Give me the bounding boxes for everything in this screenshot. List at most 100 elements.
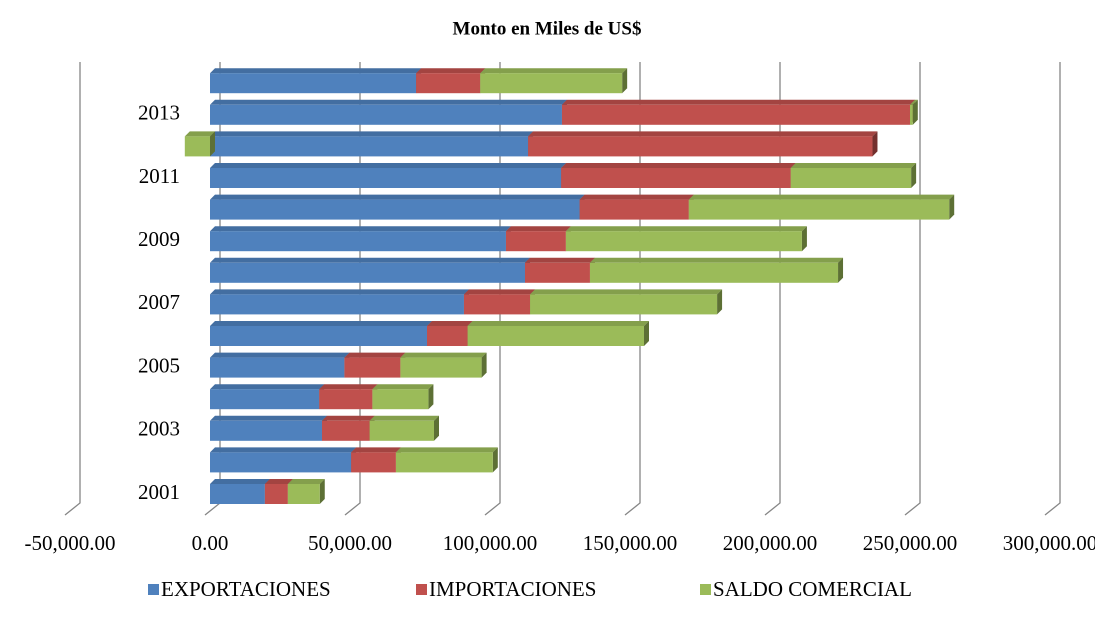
bar-top: [210, 226, 511, 232]
bar-top: [480, 68, 628, 74]
bar: [210, 199, 580, 220]
bar-top: [210, 99, 567, 105]
bar-top: [319, 384, 378, 390]
bar-top: [210, 163, 567, 168]
grid-line: [624, 62, 641, 516]
bar: [463, 294, 531, 315]
bar-top: [264, 479, 293, 484]
bar-top: [530, 289, 723, 295]
grid-line: [1044, 62, 1061, 516]
bar: [530, 294, 718, 315]
legend-label: IMPORTACIONES: [429, 577, 596, 601]
bar: [210, 420, 322, 441]
bar-side: [912, 99, 918, 125]
bar: [910, 104, 913, 125]
bar-top: [427, 321, 473, 326]
bar-top: [395, 447, 498, 453]
bar-top: [400, 352, 487, 358]
bar: [427, 326, 468, 346]
grid-line: [344, 62, 361, 516]
bar-top: [416, 68, 486, 74]
bar: [287, 484, 320, 504]
bar: [210, 104, 562, 125]
legend-swatch: [416, 584, 427, 595]
bar-top: [210, 257, 530, 263]
bar-top: [287, 479, 325, 484]
bar-side: [319, 479, 325, 504]
bar-side: [838, 257, 844, 283]
bar-top: [210, 479, 270, 484]
y-tick-label: 2007: [138, 290, 180, 314]
bar: [525, 262, 590, 283]
bar-side: [717, 289, 723, 315]
bar-top: [505, 226, 571, 232]
y-tick-label: 2013: [138, 101, 180, 125]
bar: [210, 389, 320, 410]
bar-top: [210, 68, 422, 74]
bar-top: [210, 194, 585, 200]
bar: [264, 484, 288, 504]
bar-top: [344, 352, 406, 358]
bar: [372, 389, 429, 410]
bar: [322, 420, 370, 441]
bar: [579, 199, 689, 220]
legend-label: EXPORTACIONES: [161, 577, 331, 601]
grid-line: [764, 62, 781, 516]
grid-line: [484, 62, 501, 516]
x-tick-label: 0.00: [192, 531, 229, 555]
bar-side: [911, 163, 917, 188]
legend-label: SALDO COMERCIAL: [713, 577, 912, 601]
bar-top: [210, 131, 534, 137]
bar: [395, 452, 493, 473]
bar-side: [481, 352, 487, 378]
bar-top: [210, 352, 350, 358]
bar: [210, 326, 427, 346]
bar: [561, 168, 791, 188]
bar: [210, 294, 464, 315]
bar-side: [801, 226, 807, 252]
bar: [210, 262, 525, 283]
bar: [210, 136, 529, 157]
bar-top: [589, 257, 844, 263]
bar-side: [872, 131, 878, 157]
y-tick-label: 2005: [138, 353, 180, 377]
bar-top: [467, 321, 649, 326]
bar-top: [184, 131, 215, 137]
bar: [416, 73, 481, 94]
bar: [210, 168, 562, 188]
x-tick-label: 150,000.00: [583, 531, 678, 555]
bar: [210, 452, 352, 473]
bar: [344, 357, 401, 378]
bar: [400, 357, 482, 378]
bar: [369, 420, 434, 441]
bar-side: [210, 131, 215, 157]
bar-top: [322, 415, 375, 421]
bar-side: [434, 415, 439, 441]
x-tick-label: 300,000.00: [1003, 531, 1095, 555]
bar-side: [428, 384, 434, 410]
legend-swatch: [700, 584, 711, 595]
bar: [688, 199, 950, 220]
bar-top: [688, 194, 955, 200]
bar-top: [910, 99, 918, 105]
bar: [565, 231, 802, 252]
bar-side: [949, 194, 955, 220]
bar: [210, 484, 265, 504]
bar-top: [210, 447, 357, 453]
bar: [210, 231, 506, 252]
bar: [351, 452, 396, 473]
bar-top: [561, 99, 915, 105]
bar: [528, 136, 873, 157]
bar: [467, 326, 644, 346]
x-tick-label: 200,000.00: [723, 531, 818, 555]
bar-top: [351, 447, 401, 453]
bar: [561, 104, 910, 125]
x-tick-label: 250,000.00: [863, 531, 958, 555]
bar-top: [369, 415, 439, 421]
bar-side: [492, 447, 498, 473]
legend-swatch: [148, 584, 159, 595]
chart-title: Monto en Miles de US$: [453, 18, 642, 39]
bar: [589, 262, 839, 283]
bar: [210, 73, 417, 94]
